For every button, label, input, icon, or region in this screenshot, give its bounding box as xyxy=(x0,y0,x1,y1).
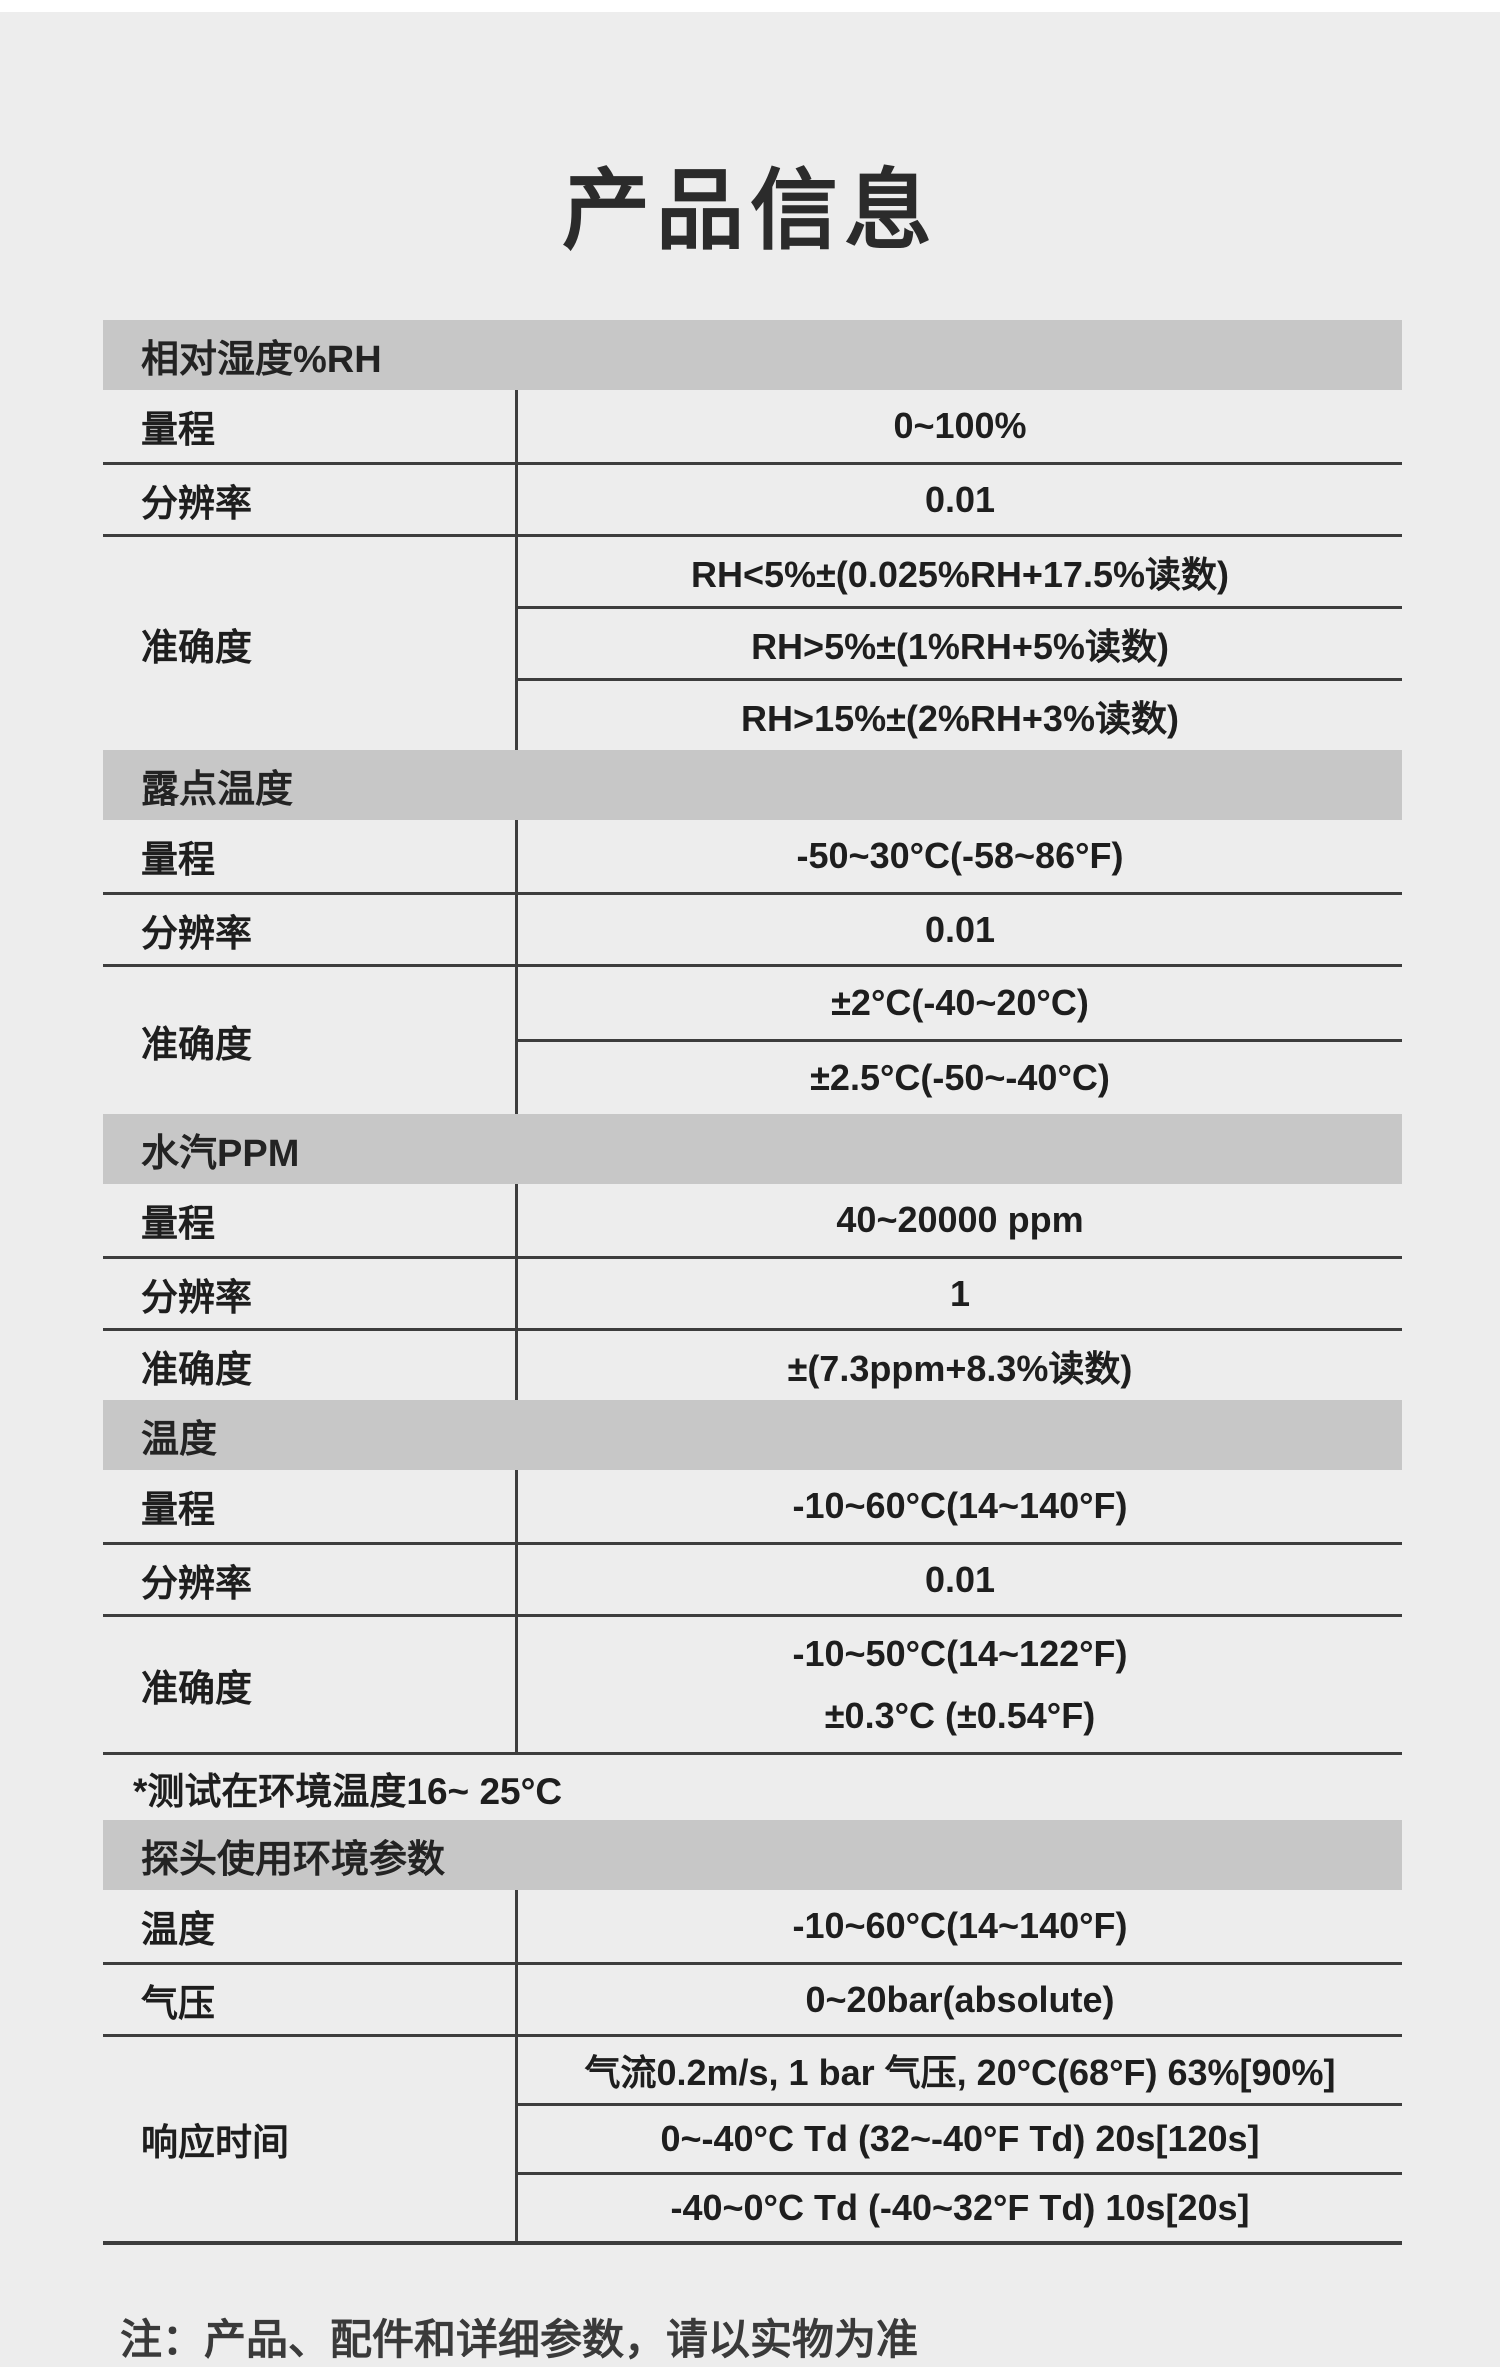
row-value: ±(7.3ppm+8.3%读数) xyxy=(787,1347,1133,1389)
section-probe-environment: 探头使用环境参数 温度 -10~60°C(14~140°F) 气压 0~20ba… xyxy=(103,1820,1402,2246)
row-label: 气压 xyxy=(103,1965,518,2035)
row-pressure: 气压 0~20bar(absolute) xyxy=(103,1962,1402,2035)
row-value: 0~20bar(absolute) xyxy=(805,1978,1115,2020)
row-value: 0~-40°C Td (32~-40°F Td) 20s[120s] xyxy=(518,2103,1402,2172)
row-value: RH>15%±(2%RH+3%读数) xyxy=(518,678,1402,750)
row-accuracy: 准确度 RH<5%±(0.025%RH+17.5%读数) RH>5%±(1%RH… xyxy=(103,534,1402,751)
row-label: 响应时间 xyxy=(103,2037,518,2242)
row-resolution: 分辨率 0.01 xyxy=(103,892,1402,965)
footnote-row: *测试在环境温度16~ 25°C xyxy=(103,1752,1402,1820)
row-value-line: ±0.3°C (±0.54°F) xyxy=(824,1694,1096,1736)
row-label: 准确度 xyxy=(103,1617,518,1753)
row-value-multiline: -10~50°C(14~122°F) ±0.3°C (±0.54°F) xyxy=(518,1617,1402,1752)
row-range: 量程 -50~30°C(-58~86°F) xyxy=(103,820,1402,893)
row-value: 0~100% xyxy=(893,405,1027,447)
row-value: -50~30°C(-58~86°F) xyxy=(796,835,1124,877)
row-accuracy: 准确度 ±2°C(-40~20°C) ±2.5°C(-50~-40°C) xyxy=(103,964,1402,1115)
spec-table: 相对湿度%RH 量程 0~100% 分辨率 0.01 准确度 RH<5%±(0.… xyxy=(103,320,1402,2246)
row-resolution: 分辨率 1 xyxy=(103,1256,1402,1329)
row-value: 0.01 xyxy=(924,1558,996,1600)
accuracy-values: ±2°C(-40~20°C) ±2.5°C(-50~-40°C) xyxy=(518,967,1402,1114)
row-value: -10~60°C(14~140°F) xyxy=(792,1905,1128,1947)
row-label: 分辨率 xyxy=(103,465,518,535)
row-label: 准确度 xyxy=(103,967,518,1115)
row-value: 1 xyxy=(949,1272,971,1314)
top-white-strip xyxy=(0,0,1500,12)
row-label: 温度 xyxy=(103,1890,518,1963)
accuracy-values: RH<5%±(0.025%RH+17.5%读数) RH>5%±(1%RH+5%读… xyxy=(518,537,1402,750)
row-label: 准确度 xyxy=(103,1331,518,1401)
row-temperature: 温度 -10~60°C(14~140°F) xyxy=(103,1890,1402,1963)
row-label: 分辨率 xyxy=(103,1545,518,1615)
row-value: ±2°C(-40~20°C) xyxy=(831,982,1089,1024)
section-water-vapor-ppm: 水汽PPM 量程 40~20000 ppm 分辨率 1 准确度 ±(7.3ppm… xyxy=(103,1114,1402,1401)
section-dew-point: 露点温度 量程 -50~30°C(-58~86°F) 分辨率 0.01 准确度 … xyxy=(103,750,1402,1115)
row-resolution: 分辨率 0.01 xyxy=(103,462,1402,535)
row-label: 量程 xyxy=(103,390,518,463)
row-range: 量程 40~20000 ppm xyxy=(103,1184,1402,1257)
section-header-relative-humidity: 相对湿度%RH xyxy=(103,320,1402,391)
row-value: 气流0.2m/s, 1 bar 气压, 20°C(68°F) 63%[90%] xyxy=(584,2052,1336,2094)
row-value: -10~60°C(14~140°F) xyxy=(792,1485,1128,1527)
row-label: 分辨率 xyxy=(103,1259,518,1329)
row-value-line: -10~50°C(14~122°F) xyxy=(792,1632,1128,1674)
section-header-temperature: 温度 xyxy=(103,1400,1402,1471)
section-header-water-vapor-ppm: 水汽PPM xyxy=(103,1114,1402,1185)
row-accuracy: 准确度 ±(7.3ppm+8.3%读数) xyxy=(103,1328,1402,1401)
row-accuracy: 准确度 -10~50°C(14~122°F) ±0.3°C (±0.54°F) xyxy=(103,1614,1402,1753)
row-value: -40~0°C Td (-40~32°F Td) 10s[20s] xyxy=(518,2172,1402,2241)
section-relative-humidity: 相对湿度%RH 量程 0~100% 分辨率 0.01 准确度 RH<5%±(0.… xyxy=(103,320,1402,751)
row-label: 量程 xyxy=(103,1470,518,1543)
row-range: 量程 -10~60°C(14~140°F) xyxy=(103,1470,1402,1543)
row-value: 40~20000 ppm xyxy=(836,1199,1084,1241)
row-value: RH>5%±(1%RH+5%读数) xyxy=(518,606,1402,678)
row-label: 分辨率 xyxy=(103,895,518,965)
row-label: 量程 xyxy=(103,820,518,893)
row-label: 量程 xyxy=(103,1184,518,1257)
row-range: 量程 0~100% xyxy=(103,390,1402,463)
section-temperature: 温度 量程 -10~60°C(14~140°F) 分辨率 0.01 准确度 -1… xyxy=(103,1400,1402,1820)
row-response-time: 响应时间 气流0.2m/s, 1 bar 气压, 20°C(68°F) 63%[… xyxy=(103,2034,1402,2242)
row-resolution: 分辨率 0.01 xyxy=(103,1542,1402,1615)
bottom-note: 注：产品、配件和详细参数，请以实物为准 xyxy=(120,2316,919,2363)
page-title: 产品信息 xyxy=(561,161,938,260)
section-header-probe-environment: 探头使用环境参数 xyxy=(103,1820,1402,1891)
footnote-text: *测试在环境温度16~ 25°C xyxy=(133,1770,563,1812)
row-value: ±2.5°C(-50~-40°C) xyxy=(518,1039,1402,1114)
row-value: 0.01 xyxy=(924,908,996,950)
row-value: RH<5%±(0.025%RH+17.5%读数) xyxy=(691,553,1229,595)
section-header-dew-point: 露点温度 xyxy=(103,750,1402,821)
row-value: 0.01 xyxy=(924,478,996,520)
response-time-values: 气流0.2m/s, 1 bar 气压, 20°C(68°F) 63%[90%] … xyxy=(518,2037,1402,2241)
row-label: 准确度 xyxy=(103,537,518,751)
